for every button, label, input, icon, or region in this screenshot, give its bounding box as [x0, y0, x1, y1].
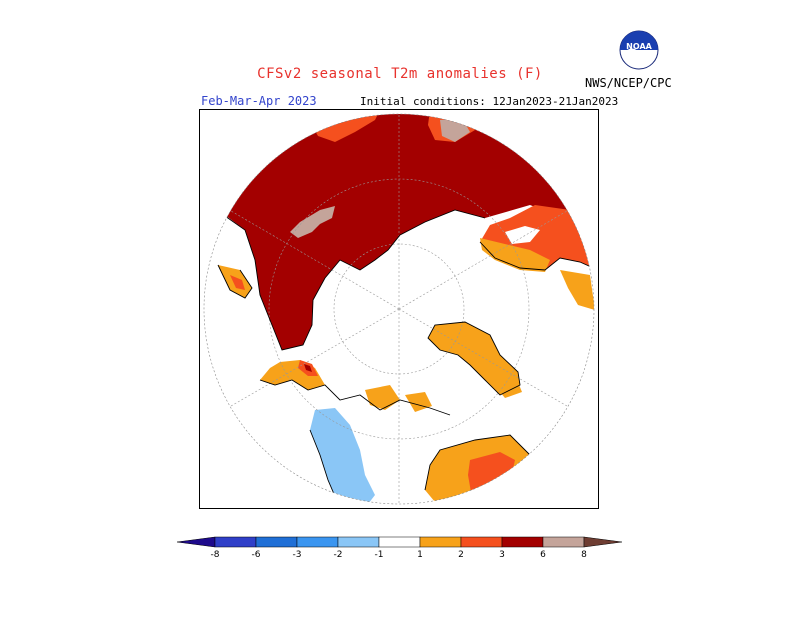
anomaly-alaska-dark — [304, 364, 312, 372]
colorbar-segment — [255, 536, 298, 548]
anomaly-europe-orange — [480, 238, 550, 272]
noaa-logo: NOAA — [619, 30, 659, 70]
colorbar-label: -2 — [334, 550, 343, 560]
map-title: CFSv2 seasonal T2m anomalies (F) — [257, 66, 543, 82]
colorbar-label: -1 — [375, 550, 384, 560]
colorbar: -8 -6 -3 -2 -1 1 2 3 6 8 — [175, 533, 625, 563]
anomaly-canada — [365, 385, 400, 410]
anomaly-siberia-tan — [290, 206, 335, 238]
colorbar-segment — [378, 536, 421, 548]
anomaly-siberia — [204, 114, 594, 350]
anomaly-na-blue — [310, 408, 375, 504]
polar-map — [199, 109, 599, 509]
anomaly-europe-white — [505, 226, 540, 244]
colorbar-segment — [296, 536, 339, 548]
colorbar-label: 8 — [581, 550, 587, 560]
colorbar-arrow-low — [176, 536, 216, 548]
agency-label: NWS/NCEP/CPC — [585, 76, 672, 90]
colorbar-segment — [460, 536, 503, 548]
anomaly-greenland — [428, 322, 520, 395]
colorbar-label: 1 — [417, 550, 423, 560]
anomaly-kamchatka-red — [230, 275, 245, 290]
colorbar-label: -3 — [293, 550, 302, 560]
colorbar-segment — [542, 536, 585, 548]
svg-text:NOAA: NOAA — [626, 42, 652, 51]
colorbar-segment — [419, 536, 462, 548]
colorbar-segment — [501, 536, 544, 548]
colorbar-label: 2 — [458, 550, 464, 560]
colorbar-label: 3 — [499, 550, 505, 560]
colorbar-label: -6 — [252, 550, 261, 560]
initial-conditions: Initial conditions: 12Jan2023-21Jan2023 — [360, 95, 619, 108]
anomaly-east-europe — [560, 270, 594, 310]
anomaly-east-us-red — [468, 452, 515, 500]
colorbar-label: -8 — [211, 550, 220, 560]
colorbar-label: 6 — [540, 550, 546, 560]
colorbar-arrow-high — [583, 536, 623, 548]
colorbar-segment — [214, 536, 257, 548]
forecast-period: Feb-Mar-Apr 2023 — [201, 94, 317, 108]
colorbar-segment — [337, 536, 380, 548]
anomaly-greenland-2 — [490, 375, 522, 398]
